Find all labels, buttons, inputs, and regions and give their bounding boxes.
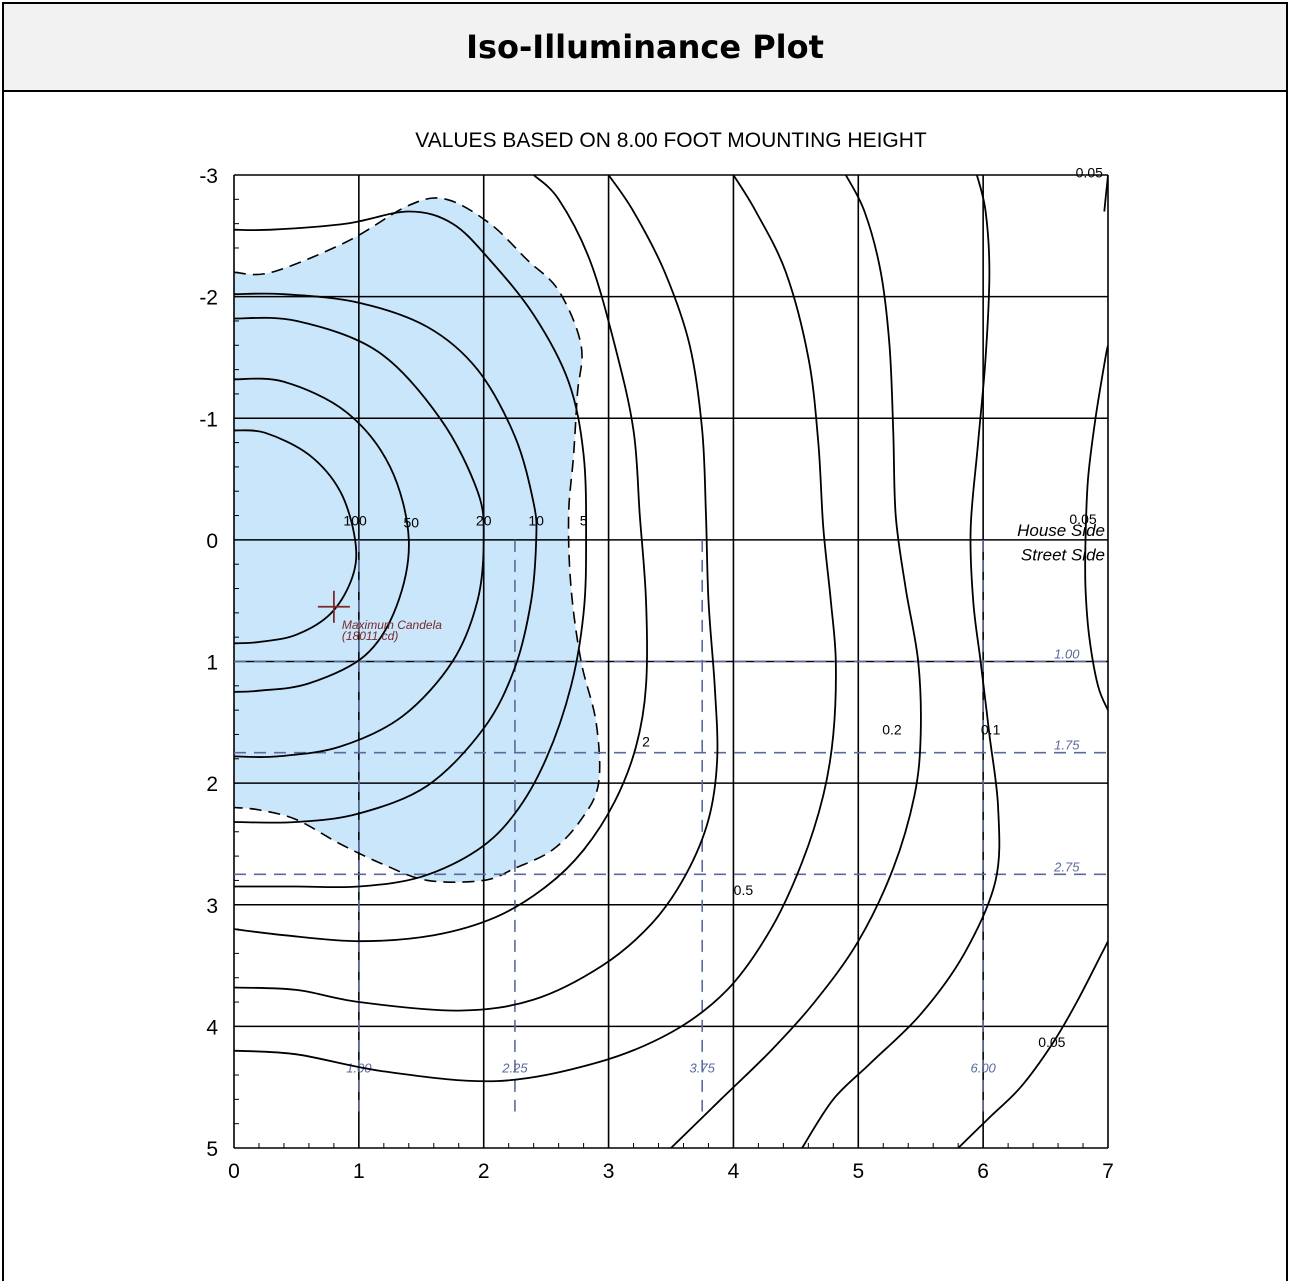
- y-tick-label: 3: [206, 895, 218, 918]
- street-side-label: Street Side: [1021, 546, 1105, 565]
- contour-line: [801, 175, 1001, 1148]
- contour-label: 50: [404, 515, 420, 531]
- contour-line: [670, 175, 922, 1148]
- contour-label: 0.2: [882, 721, 902, 737]
- contour-line: [1103, 175, 1108, 212]
- contour-label: 10: [528, 512, 544, 528]
- x-tick-label: 2: [478, 1160, 490, 1183]
- contour-line: [234, 429, 358, 645]
- max-candela-label: Maximum Candela: [342, 618, 442, 632]
- y-tick-label: -1: [199, 408, 218, 431]
- y-tick-label: 5: [206, 1138, 218, 1161]
- y-tick-label: 2: [206, 773, 218, 796]
- shaded-region-boundary: [234, 197, 601, 883]
- x-tick-label: 5: [852, 1160, 864, 1183]
- chart-subtitle: VALUES BASED ON 8.00 FOOT MOUNTING HEIGH…: [415, 129, 927, 152]
- max-candela-value: (18011 cd): [342, 629, 398, 643]
- reference-label-vertical: 6.00: [970, 1061, 996, 1076]
- contour-line: [234, 377, 410, 693]
- x-tick-label: 6: [977, 1160, 989, 1183]
- house-side-label: House Side: [1017, 521, 1105, 540]
- x-tick-label: 0: [228, 1160, 240, 1183]
- reference-label-vertical: 2.25: [501, 1061, 528, 1076]
- page-title: Iso-Illuminance Plot: [466, 28, 824, 66]
- reference-label-horizontal: 1.75: [1054, 738, 1080, 753]
- contour-line: [234, 292, 538, 824]
- contour-label: 20: [476, 512, 492, 528]
- contour-label: 2: [642, 734, 650, 750]
- contour-line: [234, 175, 648, 943]
- title-bar: Iso-Illuminance Plot: [4, 4, 1286, 92]
- y-tick-label: 1: [206, 652, 218, 675]
- contour-line: [234, 210, 588, 889]
- x-tick-label: 3: [603, 1160, 615, 1183]
- contour-label: 0.05: [1038, 1034, 1065, 1050]
- y-tick-label: 0: [206, 530, 218, 553]
- x-tick-label: 1: [353, 1160, 365, 1183]
- x-tick-label: 4: [728, 1160, 740, 1183]
- contour-line: [234, 175, 719, 1012]
- contour-label: 100: [343, 512, 367, 528]
- reference-label-horizontal: 2.75: [1053, 859, 1080, 874]
- contour-label: 0.05: [1076, 164, 1103, 180]
- y-tick-label: -3: [199, 165, 218, 188]
- contour-label: 0.05: [1069, 511, 1096, 527]
- x-tick-label: 7: [1102, 1160, 1114, 1183]
- reference-label-vertical: 3.75: [690, 1061, 716, 1076]
- contour-label: 5: [580, 512, 588, 528]
- contour-label: 0.1: [981, 721, 1001, 737]
- reference-label-vertical: 1.00: [346, 1061, 372, 1076]
- contour-label: 0.5: [734, 882, 754, 898]
- contour-line: [957, 940, 1108, 1148]
- contour-line: [1084, 345, 1108, 711]
- contour-line: [234, 175, 837, 1083]
- y-tick-label: -2: [199, 287, 218, 310]
- contour-line: [234, 316, 485, 759]
- reference-label-horizontal: 1.00: [1054, 647, 1080, 662]
- y-tick-label: 4: [206, 1016, 218, 1039]
